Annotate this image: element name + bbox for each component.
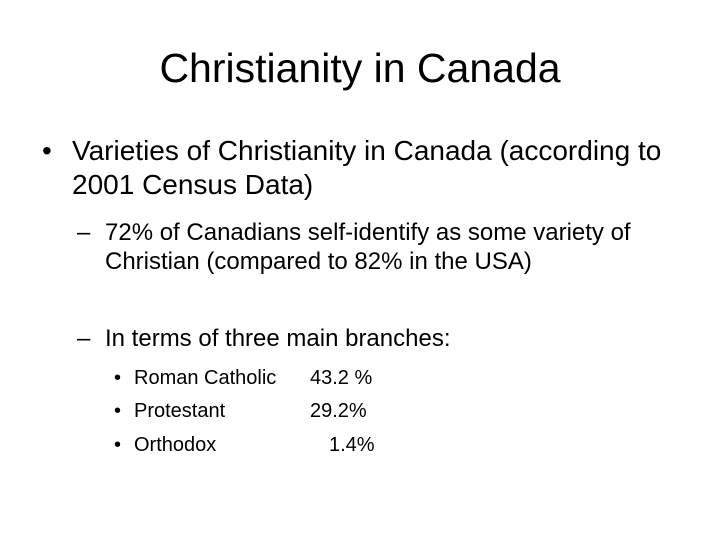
branch-name: Orthodox — [134, 434, 217, 456]
subpoint-text: 72% of Canadians self-identify as some v… — [105, 219, 631, 275]
subpoint-text: In terms of three main branches: — [105, 325, 451, 352]
slide-title: Christianity in Canada — [159, 45, 561, 91]
dash-marker: – — [77, 325, 91, 352]
branch-orthodox: • Orthodox 1.4% — [114, 433, 514, 467]
branch-name: Roman Catholic — [134, 367, 277, 389]
bullet-marker: • — [114, 367, 122, 389]
bullet-marker: • — [42, 135, 52, 166]
branch-protestant: • Protestant 29.2% — [114, 399, 514, 433]
branch-roman-catholic: • Roman Catholic 43.2 % — [114, 366, 514, 400]
branch-percent: 43.2 % — [310, 367, 373, 389]
branch-percent: 1.4% — [329, 434, 375, 456]
branch-percent: 29.2% — [310, 400, 367, 422]
bullet-marker: • — [114, 434, 122, 456]
dash-marker: – — [77, 219, 91, 246]
bullet-marker: • — [114, 400, 122, 422]
main-bullet-text: Varieties of Christianity in Canada (acc… — [72, 135, 662, 200]
branch-name: Protestant — [134, 400, 226, 422]
